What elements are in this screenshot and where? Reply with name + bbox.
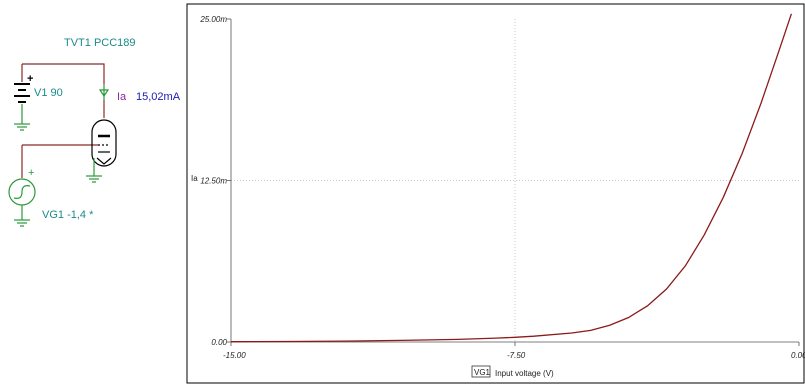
chart-grid	[231, 19, 799, 342]
y-tick-label: 0.00	[211, 338, 227, 347]
y-axis-label: Ia	[191, 174, 198, 183]
chart-ticks: -15.00 -7.50 0.00 0.00 12.50m 25.00m	[199, 15, 805, 360]
ground-icon	[14, 104, 30, 131]
supply-label: V1 90	[34, 87, 63, 99]
ammeter-name: Ia	[117, 91, 127, 103]
x-tick-label: -7.50	[507, 351, 526, 360]
y-tick-label: 12.50m	[200, 177, 227, 186]
vacuum-tube-icon	[91, 119, 117, 167]
series-line	[230, 13, 793, 343]
tube-label: TVT1 PCC189	[64, 37, 136, 49]
y-tick-label: 25.00m	[199, 15, 227, 24]
x-axis-tag-box	[471, 365, 491, 378]
dc-supply-symbol	[14, 83, 30, 103]
ammeter-probe-icon	[98, 84, 110, 100]
source-polarity: +	[28, 167, 34, 179]
x-axis-tag: VG1	[474, 368, 491, 377]
ammeter-value: 15,02mA	[136, 91, 181, 103]
chart-frame	[186, 3, 805, 384]
circuit-schematic: + V1 90 TVT1 PCC189 Ia 15,02mA + VG1 -1,…	[8, 37, 181, 227]
x-tick-label: -15.00	[223, 351, 246, 360]
x-axis-label: Input voltage (V)	[495, 369, 554, 378]
x-tick-label: 0.00	[791, 351, 805, 360]
ground-icon	[86, 158, 102, 183]
chart-series	[230, 13, 793, 343]
supply-polarity: +	[27, 73, 33, 85]
wires	[21, 63, 105, 178]
ground-icon	[14, 205, 30, 227]
source-label: VG1 -1,4 *	[42, 209, 94, 221]
